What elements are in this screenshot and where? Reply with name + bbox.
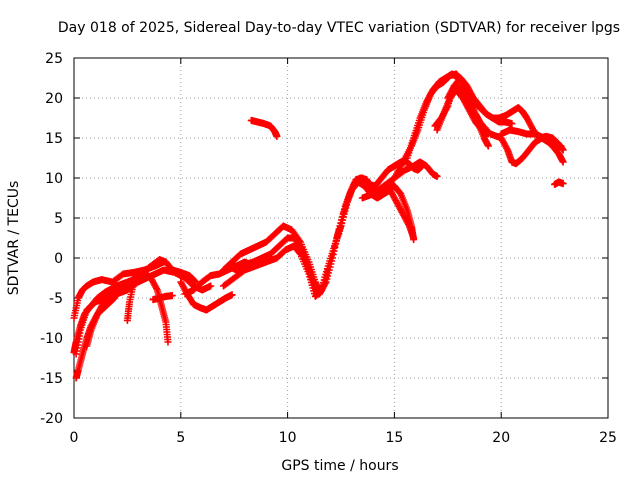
y-tick-label: -10 [40,331,63,347]
chart-title: Day 018 of 2025, Sidereal Day-to-day VTE… [58,20,620,36]
y-tick-label: 15 [45,131,63,147]
series-arc-8 [177,278,236,314]
x-axis-label: GPS time / hours [281,458,398,474]
series-arc-13 [247,116,281,140]
data-point [484,142,492,150]
data-point [134,268,142,276]
y-axis-label: SDTVAR / TECUs [6,181,22,296]
series-arc-19 [403,70,492,162]
data-point [559,180,567,188]
x-tick-label: 20 [492,430,510,446]
y-tick-label: 10 [45,171,63,187]
x-tick-label: 10 [279,430,297,446]
series-arc-7 [149,292,176,304]
y-tick-label: -20 [40,411,63,427]
y-tick-label: 20 [45,91,63,107]
series-arc-24 [497,126,567,166]
series-arc-6 [123,268,142,324]
y-tick-label: 0 [54,251,63,267]
y-tick-label: 5 [54,211,63,227]
data-point [153,285,161,292]
series-arc-25 [551,178,567,188]
plot-frame [73,57,609,419]
data-point [207,282,215,290]
y-tick-label: -15 [40,371,63,387]
series-arc-5 [83,268,172,350]
y-tick-label: 25 [45,51,63,67]
data-point [168,292,176,300]
y-tick-label: -5 [49,291,63,307]
data-point [433,172,441,180]
data-point [557,142,565,150]
x-tick-label: 0 [70,430,79,446]
x-tick-label: 15 [385,430,403,446]
data-point [228,291,236,299]
data-layer [70,70,567,382]
grid [74,58,608,418]
data-point [324,266,332,274]
series-arc-12 [220,242,332,300]
x-tick-label: 5 [176,430,185,446]
x-tick-label: 25 [599,430,617,446]
data-point [559,146,567,154]
data-point [508,120,516,128]
axis-ticks: 0 5 10 15 20 25 -20 -15 -10 -5 0 5 10 15 20 25 [40,51,617,446]
data-point [164,338,172,346]
data-point [410,234,418,242]
data-point [273,132,281,140]
series-arc-23 [476,118,565,168]
data-point [559,158,567,166]
